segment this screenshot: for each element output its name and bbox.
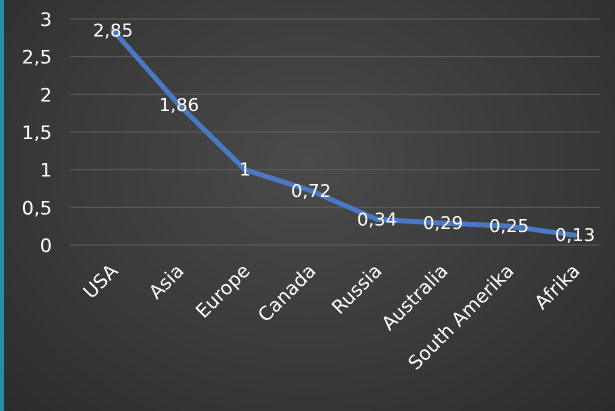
data-label: 0,34 (357, 209, 397, 230)
x-tick-label: USA (79, 260, 122, 303)
x-tick-label: Europe (192, 260, 255, 323)
x-axis: USA Asia Europe Canada RussiaAustraliaSouth … (79, 260, 584, 374)
y-tick-label: 0,5 (22, 197, 52, 219)
x-tick-label: Russia (328, 260, 387, 319)
series-line (110, 27, 578, 238)
x-tick-label: Afrika (530, 260, 584, 314)
y-tick-label: 2,5 (22, 47, 52, 69)
data-label: 0,13 (555, 225, 595, 246)
x-tick-label: Canada (254, 260, 321, 327)
data-labels: 2,85 1,86 1 0,72 0,34 0,29 0,25 0,13 (93, 20, 595, 246)
gridlines (70, 18, 600, 246)
y-tick-label: 3 (40, 9, 52, 31)
data-label: 0,72 (291, 181, 331, 202)
accent-bar (0, 0, 4, 411)
y-tick-label: 0 (40, 235, 52, 257)
data-label: 1 (239, 160, 250, 181)
data-label: 2,85 (93, 20, 133, 41)
data-label: 0,25 (489, 216, 529, 237)
y-tick-label: 1 (40, 160, 52, 182)
y-tick-label: 1,5 (22, 122, 52, 144)
y-axis: 0 0,5 1 1,5 2 2,5 3 (22, 9, 52, 257)
x-tick-label: Asia (145, 260, 189, 304)
data-label: 0,29 (423, 213, 463, 234)
data-label: 1,86 (159, 95, 199, 116)
y-tick-label: 2 (40, 84, 52, 106)
